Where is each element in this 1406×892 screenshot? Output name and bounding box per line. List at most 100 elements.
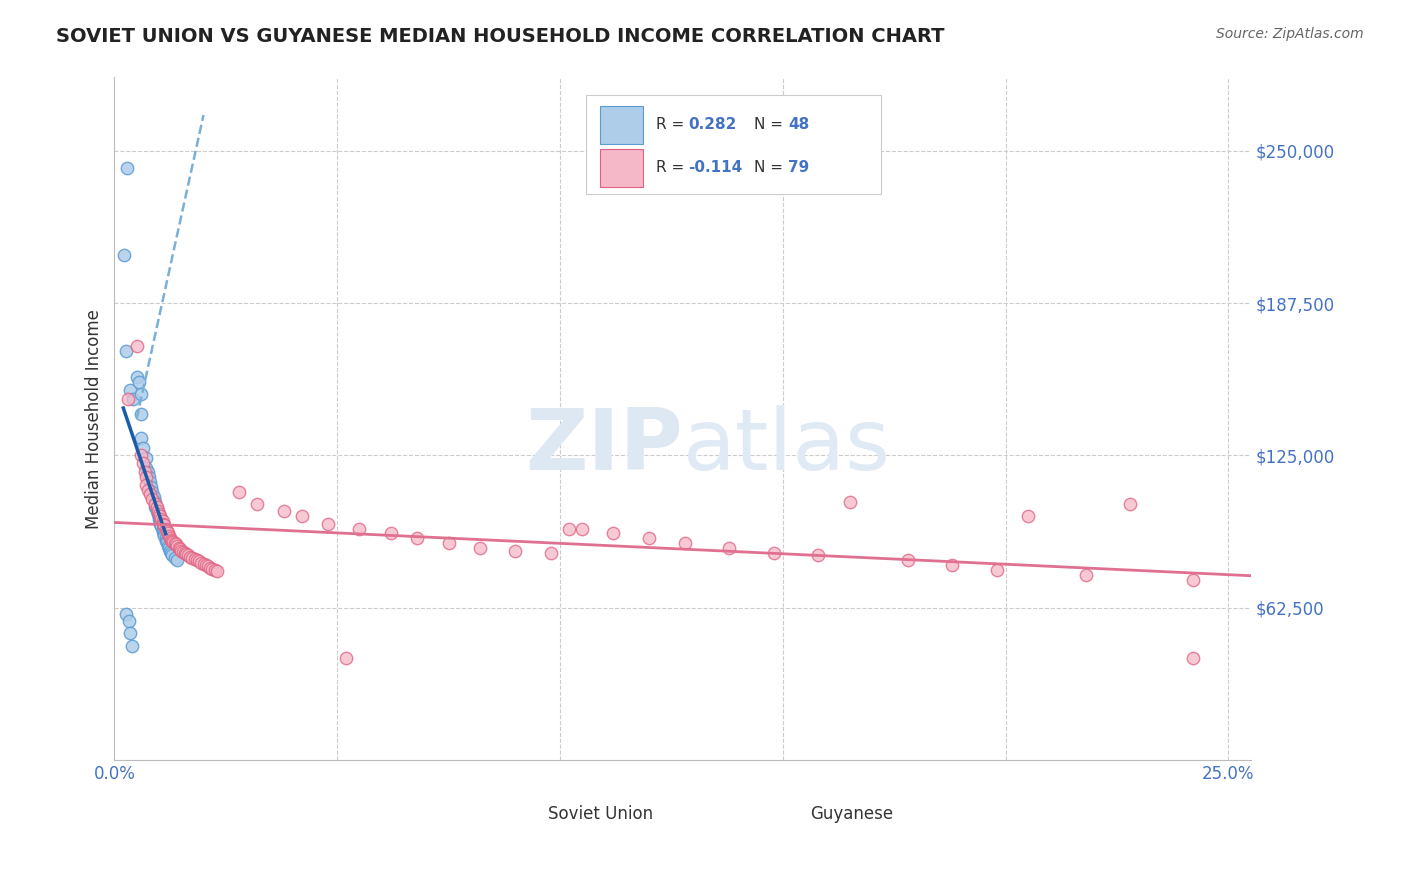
Point — [117, 392, 139, 407]
Point — [1119, 497, 1142, 511]
Point — [112, 248, 135, 262]
Point — [316, 516, 339, 531]
Point — [986, 563, 1008, 577]
Point — [153, 517, 176, 532]
Point — [145, 504, 167, 518]
Point — [156, 524, 179, 538]
Point — [125, 370, 148, 384]
Point — [1181, 573, 1204, 587]
Point — [174, 547, 197, 561]
Point — [152, 523, 174, 537]
Point — [762, 546, 785, 560]
Point — [129, 449, 152, 463]
Point — [143, 494, 166, 508]
Text: 79: 79 — [789, 160, 810, 175]
Point — [1074, 567, 1097, 582]
Point — [132, 441, 155, 455]
Point — [135, 470, 157, 484]
Point — [156, 526, 179, 541]
Text: SOVIET UNION VS GUYANESE MEDIAN HOUSEHOLD INCOME CORRELATION CHART: SOVIET UNION VS GUYANESE MEDIAN HOUSEHOL… — [56, 27, 945, 45]
Point — [162, 535, 184, 549]
Point — [156, 539, 179, 553]
Point — [129, 387, 152, 401]
Point — [114, 343, 136, 358]
Point — [602, 526, 624, 541]
Text: R =: R = — [657, 160, 689, 175]
Point — [159, 531, 181, 545]
Text: N =: N = — [754, 160, 787, 175]
Point — [183, 552, 205, 566]
Point — [150, 519, 173, 533]
Point — [132, 456, 155, 470]
Point — [134, 466, 156, 480]
Text: atlas: atlas — [682, 405, 890, 488]
Point — [148, 507, 170, 521]
Text: 48: 48 — [789, 117, 810, 132]
Point — [139, 487, 162, 501]
Point — [179, 549, 201, 564]
Text: -0.114: -0.114 — [688, 160, 742, 175]
Point — [145, 502, 167, 516]
Point — [153, 529, 176, 543]
Point — [162, 533, 184, 548]
Point — [177, 549, 200, 563]
Point — [201, 562, 224, 576]
Point — [896, 553, 918, 567]
Point — [406, 531, 429, 545]
Point — [228, 485, 250, 500]
Point — [160, 533, 183, 547]
Point — [122, 392, 145, 407]
Point — [145, 500, 167, 514]
Point — [558, 522, 581, 536]
Point — [159, 543, 181, 558]
Point — [139, 475, 162, 490]
Point — [136, 466, 159, 480]
Point — [181, 550, 204, 565]
Point — [380, 526, 402, 541]
Point — [290, 509, 312, 524]
Point — [149, 516, 172, 531]
Point — [145, 500, 167, 514]
Point — [197, 559, 219, 574]
Point — [349, 522, 371, 536]
Point — [204, 563, 226, 577]
Point — [170, 543, 193, 558]
FancyBboxPatch shape — [586, 95, 882, 194]
Point — [146, 504, 169, 518]
Point — [160, 546, 183, 560]
Point — [169, 542, 191, 557]
Point — [153, 526, 176, 541]
Point — [128, 376, 150, 390]
Point — [135, 460, 157, 475]
Point — [125, 339, 148, 353]
Point — [162, 549, 184, 563]
Point — [941, 558, 963, 573]
Point — [172, 545, 194, 559]
Point — [807, 549, 830, 563]
Point — [156, 535, 179, 549]
Point — [139, 480, 162, 494]
Point — [138, 470, 160, 484]
Point — [246, 497, 269, 511]
Point — [149, 509, 172, 524]
Point — [437, 536, 460, 550]
Point — [141, 492, 163, 507]
Point — [118, 383, 141, 397]
Point — [136, 483, 159, 497]
Point — [468, 541, 491, 555]
Point — [135, 477, 157, 491]
Point — [173, 546, 195, 560]
Point — [152, 514, 174, 528]
Point — [205, 564, 228, 578]
Point — [155, 530, 177, 544]
Text: Source: ZipAtlas.com: Source: ZipAtlas.com — [1216, 27, 1364, 41]
Point — [540, 546, 562, 560]
Point — [141, 485, 163, 500]
Point — [673, 536, 696, 550]
Point — [150, 512, 173, 526]
Point — [571, 522, 593, 536]
Bar — [762, 800, 799, 829]
Point — [163, 536, 186, 550]
Point — [121, 639, 143, 653]
Point — [193, 557, 215, 571]
